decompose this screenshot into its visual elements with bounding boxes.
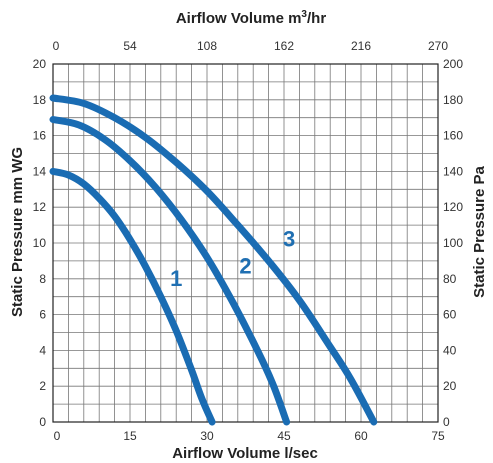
- left-tick-label: 10: [33, 236, 47, 250]
- curve-label-1: 1: [170, 266, 182, 291]
- top-tick-label: 216: [351, 39, 371, 53]
- left-tick-label: 14: [33, 164, 47, 178]
- top-axis-title: Airflow Volume m3/hr: [176, 9, 326, 27]
- right-tick-label: 60: [443, 308, 457, 322]
- right-tick-label: 20: [443, 379, 457, 393]
- bottom-tick-label: 60: [354, 429, 368, 443]
- left-tick-label: 4: [39, 343, 46, 357]
- left-tick-label: 8: [39, 272, 46, 286]
- right-axis-title: Static Pressure Pa: [471, 165, 488, 297]
- right-tick-label: 160: [443, 129, 463, 143]
- right-tick-label: 40: [443, 343, 457, 357]
- top-tick-label: 270: [428, 39, 448, 53]
- bottom-tick-label: 75: [431, 429, 445, 443]
- top-tick-label: 0: [53, 39, 60, 53]
- top-axis-title-suffix: /hr: [307, 10, 326, 27]
- left-axis-title: Static Pressure mm WG: [9, 147, 26, 317]
- tick-labels: 0 15 30 45 60 750 54 108 162 216 27002468101214161…: [33, 39, 464, 443]
- left-tick-label: 16: [33, 129, 47, 143]
- bottom-axis-title: Airflow Volume l/sec: [172, 445, 318, 462]
- bottom-tick-label: 30: [200, 429, 214, 443]
- left-tick-label: 2: [39, 379, 46, 393]
- top-tick-label: 108: [197, 39, 217, 53]
- curves: [49, 94, 378, 426]
- left-tick-label: 12: [33, 200, 47, 214]
- bottom-tick-label: 45: [277, 429, 291, 443]
- right-tick-label: 180: [443, 93, 463, 107]
- left-tick-label: 0: [39, 415, 46, 429]
- bottom-tick-label: 0: [54, 429, 61, 443]
- left-tick-label: 20: [33, 57, 47, 71]
- left-tick-label: 18: [33, 93, 47, 107]
- left-tick-label: 6: [39, 308, 46, 322]
- top-tick-label: 162: [274, 39, 294, 53]
- bottom-tick-label: 15: [123, 429, 137, 443]
- right-tick-label: 100: [443, 236, 463, 250]
- curve-1: [49, 167, 216, 426]
- top-axis-title-prefix: Airflow Volume m: [176, 10, 302, 27]
- curve-label-2: 2: [239, 253, 251, 278]
- top-axis-title-superscript: 3: [301, 9, 307, 20]
- right-tick-label: 80: [443, 272, 457, 286]
- right-tick-label: 120: [443, 200, 463, 214]
- curve-label-3: 3: [283, 227, 295, 252]
- grid: [53, 64, 438, 422]
- top-tick-label: 54: [123, 39, 137, 53]
- plot-frame: [52, 63, 439, 423]
- right-tick-label: 0: [443, 415, 450, 429]
- curve-2: [49, 116, 291, 426]
- curve-3: [49, 94, 378, 426]
- right-tick-label: 200: [443, 57, 463, 71]
- curve-labels: 1 2 3: [170, 227, 295, 291]
- right-tick-label: 140: [443, 164, 463, 178]
